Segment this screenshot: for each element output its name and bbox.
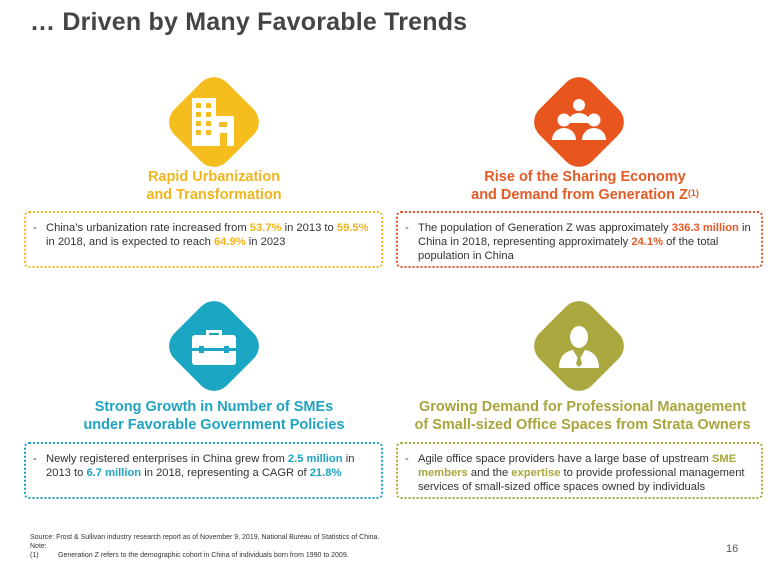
urbanization-heading: Rapid Urbanization and Transformation (146, 169, 282, 203)
footnote-ref: (1) (687, 188, 699, 198)
briefcase-icon (192, 330, 236, 365)
businessman-icon (559, 326, 599, 368)
sharing-box: - The population of Generation Z was app… (396, 211, 763, 268)
note-label: Note: (30, 543, 47, 550)
source-note: Source: Frost & Sullivan industry resear… (30, 533, 379, 560)
smes-diamond (161, 293, 267, 399)
professional-diamond (526, 293, 632, 399)
urbanization-text: China’s urbanization rate increased from… (46, 222, 369, 248)
page-number: 16 (726, 543, 739, 555)
smes-box: - Newly registered enterprises in China … (24, 442, 383, 499)
professional-box: - Agile office space providers have a la… (396, 442, 763, 499)
source-line: Source: Frost & Sullivan industry resear… (30, 534, 380, 541)
page-title: … Driven by Many Favorable Trends (30, 8, 468, 36)
people-group-icon (552, 99, 606, 140)
urbanization-diamond (161, 69, 267, 175)
sharing-diamond (526, 69, 632, 175)
buildings-icon (192, 98, 234, 146)
sharing-text: The population of Generation Z was appro… (418, 222, 751, 262)
smes-heading: Strong Growth in Number of SMEs under Fa… (83, 399, 345, 433)
footnote-1: (1) Generation Z refers to the demographi… (30, 552, 349, 559)
smes-text: Newly registered enterprises in China gr… (46, 453, 355, 479)
urbanization-box: - China’s urbanization rate increased fr… (24, 211, 383, 268)
professional-heading: Growing Demand for Professional Manageme… (414, 399, 751, 433)
sharing-heading: Rise of the Sharing Economy and Demand f… (471, 169, 699, 203)
professional-text: Agile office space providers have a larg… (418, 453, 745, 493)
